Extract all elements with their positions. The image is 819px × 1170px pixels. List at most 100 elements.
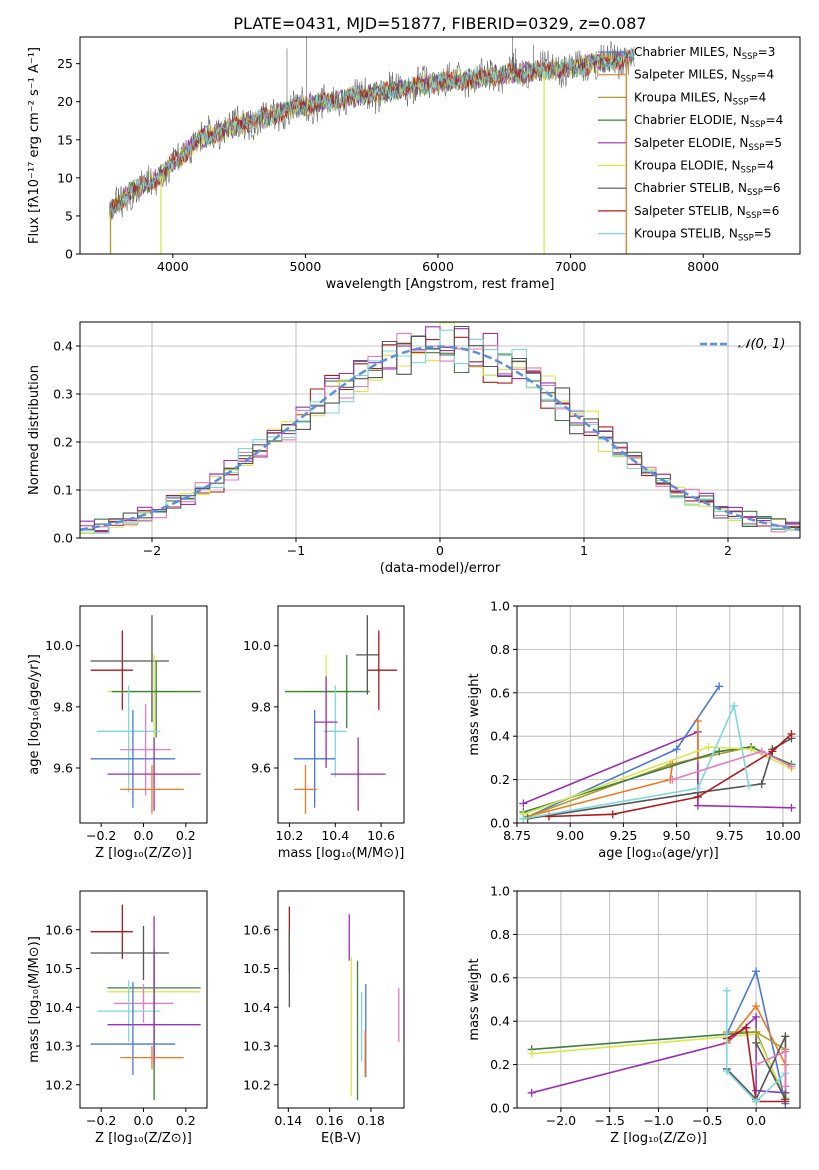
y-tick-label: 10.5 [243,961,271,976]
weight-line-salpeter-stelib [726,1026,786,1103]
hist-chabrier-stelib [80,325,800,530]
panel-weight-vs-Z: −2.0 −1.5 −1.0 −0.5 0.0 0.0 0.2 0.4 0.6 0.8 1.0 Z [… [467,884,801,1146]
y-tick-label: 0.0 [490,1101,510,1116]
y-tick-label: 0.4 [490,729,510,744]
legend-entry: Salpeter ELODIE, NSSP=5 [634,136,782,153]
weight-point [722,986,731,995]
x-tick-label: 2 [724,543,732,558]
y-tick-label: 10 [57,170,73,185]
x-tick-label: 9.50 [663,828,691,843]
legend: Chabrier MILES, NSSP=3 Salpeter MILES, NS… [598,45,783,244]
y-tick-label: 0.2 [53,435,73,450]
weight-point [668,775,677,784]
x-axis-label: Z [log₁₀(Z/Z⊙)] [610,1131,707,1146]
y-tick-label: 10.6 [243,922,271,937]
legend-entry: Kroupa ELODIE, NSSP=4 [634,159,774,176]
axes-frame [277,890,405,1109]
legend-entry: Chabrier ELODIE, NSSP=4 [634,113,783,130]
x-tick-label: −0.5 [692,1113,722,1128]
weight-point [781,1097,790,1106]
x-axis-label: Z [log₁₀(Z/Z⊙)] [95,846,192,861]
x-tick-label: 9.25 [609,828,637,843]
x-tick-label: 10.2 [276,828,304,843]
x-tick-label: 9.00 [556,828,584,843]
plot-area [284,615,398,814]
weight-point [752,1086,761,1095]
x-tick-label: −1 [287,543,305,558]
y-tick-label: 10.4 [243,1000,271,1015]
plot-area [90,615,201,814]
x-tick-label: 8.75 [503,828,531,843]
weight-point [693,801,702,810]
x-tick-label: −0.2 [86,828,116,843]
weight-point [693,784,702,793]
x-axis-label: (data-model)/error [380,561,501,576]
weight-point [519,799,528,808]
weight-point [752,1060,761,1069]
x-tick-label: −0.2 [86,1113,116,1128]
axes-frame [79,605,208,824]
weight-point [768,747,777,756]
y-tick-label: 9.6 [53,760,73,775]
y-tick-label: 0.4 [490,1014,510,1029]
x-tick-label: 0.18 [357,1113,385,1128]
y-tick-label: 10.5 [45,961,73,976]
x-tick-label: −2 [143,543,161,558]
y-tick-label: 0.2 [490,772,510,787]
x-tick-label: 0.0 [746,1113,766,1128]
x-tick-label: −1.0 [643,1113,673,1128]
y-axis-label: mass weight [467,673,482,755]
y-tick-label: 0.1 [53,483,73,498]
weight-point [693,717,702,726]
y-tick-label: 15 [57,132,73,147]
panel-mass-vs-Z: −0.2 0.0 0.2 10.2 10.3 10.4 10.5 10.6 Z [log₁₀(Z… [27,890,208,1146]
legend-entry: 𝒩(0, 1) [738,337,785,352]
weight-point [752,1028,761,1037]
y-tick-label: 1.0 [490,599,510,614]
x-tick-label: 0.0 [134,828,154,843]
y-tick-label: 0.0 [490,816,510,831]
y-axis-label: mass weight [467,958,482,1040]
x-tick-label: −2.0 [546,1113,576,1128]
gaussian-curve [80,345,800,531]
y-tick-label: 1.0 [490,884,510,899]
panel-mass-vs-ebv: 0.14 0.16 0.18 10.2 10.3 10.4 10.5 10.6 E(B-V) [243,890,405,1146]
y-axis-label: mass [log₁₀(M/M⊙)] [27,936,42,1063]
y-tick-label: 20 [57,94,73,109]
y-axis-label: age [log₁₀(age/yr)] [27,654,42,775]
x-tick-label: 10.6 [367,828,395,843]
y-tick-label: 0 [65,247,73,262]
y-tick-label: 0.2 [490,1057,510,1072]
weight-point [752,1097,761,1106]
x-tick-label: 7000 [555,259,587,274]
y-tick-label: 10.0 [243,638,271,653]
weight-point [752,1012,761,1021]
weight-point [752,1038,761,1047]
axes-frame [277,605,405,824]
y-tick-label: 0.6 [490,970,510,985]
panel-age-vs-mass: 10.2 10.4 10.6 9.6 9.8 10.0 mass [log₁₀(M/M⊙)] [243,605,405,861]
y-tick-label: 10.2 [243,1077,271,1092]
x-tick-label: 1 [580,543,588,558]
legend-entry: Chabrier MILES, NSSP=3 [634,45,775,62]
weight-point [527,1049,536,1058]
x-tick-label: 0.16 [316,1113,344,1128]
y-tick-label: 0.3 [53,387,73,402]
weight-point [715,747,724,756]
weight-line-kroupa-elodie [523,746,792,816]
panel-spectrum: 4000 5000 6000 7000 8000 0 5 10 15 20 25 wavelength… [27,36,801,292]
plot-area [90,904,201,1101]
weight-point [757,747,766,756]
weight-point [781,1047,790,1056]
weight-point [781,1082,790,1091]
spectrum-line-kroupa-stelib [108,47,635,216]
x-tick-label: 0.14 [274,1113,302,1128]
x-tick-label: 0 [436,543,444,558]
x-tick-label: 9.75 [716,828,744,843]
x-tick-label: 0.2 [176,1113,196,1128]
x-axis-label: wavelength [Angstrom, rest frame] [326,277,555,292]
y-tick-label: 25 [57,56,73,71]
weight-point [693,792,702,801]
y-tick-label: 10.2 [45,1077,73,1092]
y-tick-label: 10.3 [45,1039,73,1054]
